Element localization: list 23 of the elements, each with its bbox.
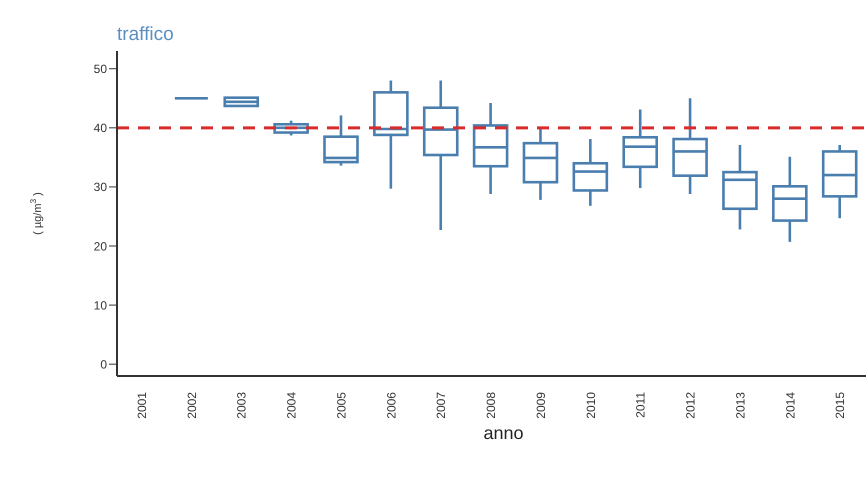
y-tick-label: 20 xyxy=(94,239,108,254)
x-axis-title: anno xyxy=(483,423,524,443)
x-tick-label: 2003 xyxy=(234,392,249,419)
y-tick-label: 40 xyxy=(94,121,108,136)
x-tick-label: 2008 xyxy=(484,392,498,419)
x-tick-label: 2013 xyxy=(733,392,748,419)
x-tick-label: 2005 xyxy=(334,392,348,419)
x-tick-label: 2004 xyxy=(284,392,299,419)
y-tick-label: 0 xyxy=(100,357,108,372)
x-tick-label: 2001 xyxy=(134,392,149,419)
x-tick-label: 2006 xyxy=(384,392,398,419)
x-tick-label: 2015 xyxy=(833,392,848,419)
x-tick-label: 2014 xyxy=(783,392,798,419)
y-tick-label: 10 xyxy=(94,298,108,312)
y-tick-label: 50 xyxy=(94,62,108,76)
x-tick-label: 2012 xyxy=(684,392,698,419)
y-tick-label: 30 xyxy=(94,180,108,194)
x-tick-label: 2009 xyxy=(534,392,548,419)
x-tick-label: 2011 xyxy=(634,392,648,418)
chart-title: traffico xyxy=(117,24,174,46)
x-tick-label: 2007 xyxy=(434,392,448,419)
x-tick-label: 2002 xyxy=(184,392,199,419)
x-tick-label: 2010 xyxy=(584,392,598,419)
